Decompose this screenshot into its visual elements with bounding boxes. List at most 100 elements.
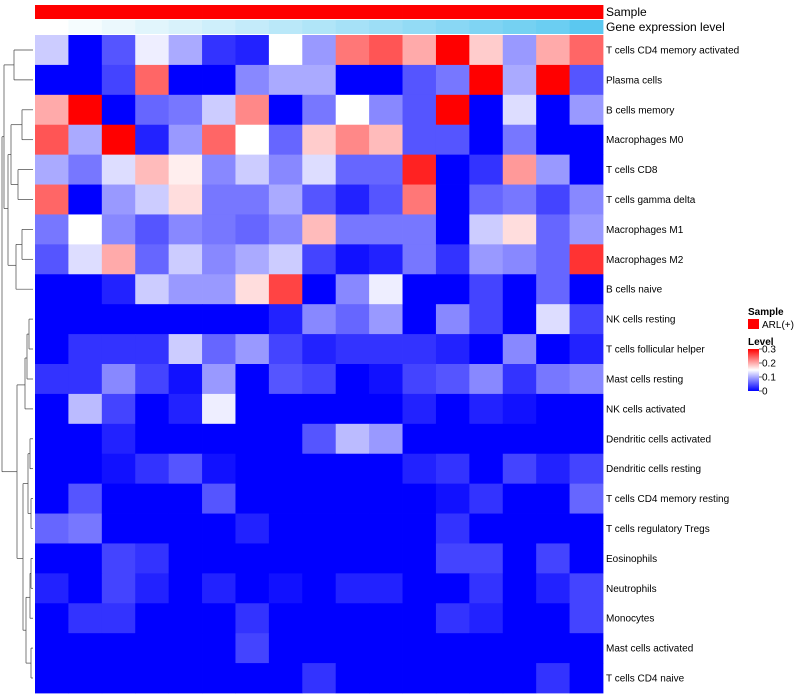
heatmap-cell — [168, 633, 203, 664]
row-label: Neutrophils — [606, 584, 657, 595]
heatmap-cell — [268, 573, 303, 604]
heatmap-cell — [435, 483, 470, 514]
heatmap-cell — [469, 663, 504, 694]
heatmap-cell — [536, 513, 570, 544]
legend-tick-label: 0.1 — [762, 373, 776, 384]
heatmap-cell — [569, 94, 604, 126]
row-label: NK cells resting — [606, 315, 675, 326]
heatmap-cell — [101, 633, 136, 664]
heatmap-cell — [335, 543, 370, 574]
heatmap-cell — [35, 423, 69, 455]
heatmap-cell — [402, 543, 437, 574]
heatmap-cell — [68, 244, 103, 275]
heatmap-cell — [536, 334, 570, 365]
heatmap-cell — [101, 214, 136, 245]
heatmap-cell — [268, 513, 303, 544]
heatmap-cell — [302, 393, 337, 425]
heatmap-cell — [502, 184, 537, 215]
expression-annotation-cell — [235, 20, 270, 34]
heatmap-cell — [502, 453, 537, 485]
heatmap-cell — [135, 513, 170, 544]
heatmap-cell — [502, 513, 537, 544]
heatmap-cell — [369, 154, 403, 185]
heatmap-cell — [202, 453, 236, 485]
sample-annotation-cell — [202, 5, 236, 19]
heatmap-cell — [235, 513, 270, 544]
heatmap-cell — [268, 453, 303, 485]
heatmap-cell — [335, 35, 370, 66]
heatmap-cell — [302, 334, 337, 365]
heatmap-cell — [35, 274, 69, 305]
heatmap-cell — [68, 483, 103, 514]
heatmap-cell — [68, 124, 103, 156]
heatmap-cell — [569, 184, 604, 215]
heatmap-cell — [35, 64, 69, 96]
heatmap-cell — [502, 603, 537, 634]
heatmap-cell — [402, 244, 437, 275]
heatmap-cell — [469, 184, 504, 215]
heatmap-cell — [168, 334, 203, 365]
heatmap-cell — [235, 573, 270, 604]
heatmap-cell — [268, 35, 303, 66]
heatmap-cell — [302, 483, 337, 514]
heatmap-cell — [569, 633, 604, 664]
heatmap-cell — [369, 64, 403, 96]
heatmap-cell — [369, 603, 403, 634]
sample-annotation-cell — [302, 5, 337, 19]
heatmap-cell — [502, 214, 537, 245]
heatmap-cell — [335, 453, 370, 485]
heatmap-cell — [68, 364, 103, 395]
heatmap-cell — [68, 304, 103, 335]
heatmap-cell — [135, 453, 170, 485]
expression-annotation-cell — [402, 20, 437, 34]
heatmap-cell — [435, 94, 470, 126]
legend-sample-item: ARL(+) — [762, 320, 794, 331]
heatmap-cell — [569, 35, 604, 66]
heatmap-cell — [235, 124, 270, 156]
heatmap-cell — [536, 184, 570, 215]
heatmap-cell — [335, 214, 370, 245]
heatmap-cell — [435, 334, 470, 365]
sample-annotation-label: Sample — [606, 5, 647, 19]
heatmap-cell — [469, 453, 504, 485]
heatmap-cell — [569, 214, 604, 245]
heatmap-cell — [101, 154, 136, 185]
heatmap-cell — [369, 573, 403, 604]
heatmap-cell — [369, 274, 403, 305]
heatmap-cell — [369, 513, 403, 544]
heatmap-cell — [68, 35, 103, 66]
heatmap-cell — [402, 64, 437, 96]
heatmap-cell — [302, 364, 337, 395]
heatmap-cell — [168, 423, 203, 455]
heatmap-cell — [536, 633, 570, 664]
heatmap-cell — [502, 334, 537, 365]
heatmap-cell — [435, 304, 470, 335]
heatmap-cell — [302, 214, 337, 245]
heatmap-cell — [235, 603, 270, 634]
row-label: T cells CD8 — [606, 165, 658, 176]
heatmap-cell — [202, 603, 236, 634]
heatmap-cell — [435, 274, 470, 305]
heatmap-cell — [101, 244, 136, 275]
heatmap-cell — [569, 154, 604, 185]
heatmap-cell — [502, 633, 537, 664]
heatmap-cell — [135, 35, 170, 66]
row-label: T cells CD4 memory activated — [606, 45, 739, 56]
heatmap-cell — [536, 35, 570, 66]
heatmap-cell — [35, 214, 69, 245]
heatmap-cell — [235, 244, 270, 275]
heatmap-cell — [135, 393, 170, 425]
heatmap-cell — [435, 184, 470, 215]
legend-level-title: Level — [748, 337, 774, 348]
heatmap-cell — [235, 304, 270, 335]
heatmap-cell — [569, 663, 604, 694]
heatmap-cell — [536, 64, 570, 96]
heatmap-cell — [68, 393, 103, 425]
heatmap-cell — [502, 64, 537, 96]
heatmap-cell — [135, 423, 170, 455]
heatmap-cell — [235, 274, 270, 305]
heatmap-cell — [101, 573, 136, 604]
heatmap-cell — [302, 64, 337, 96]
heatmap-cell — [335, 184, 370, 215]
expression-annotation-cell — [268, 20, 303, 34]
